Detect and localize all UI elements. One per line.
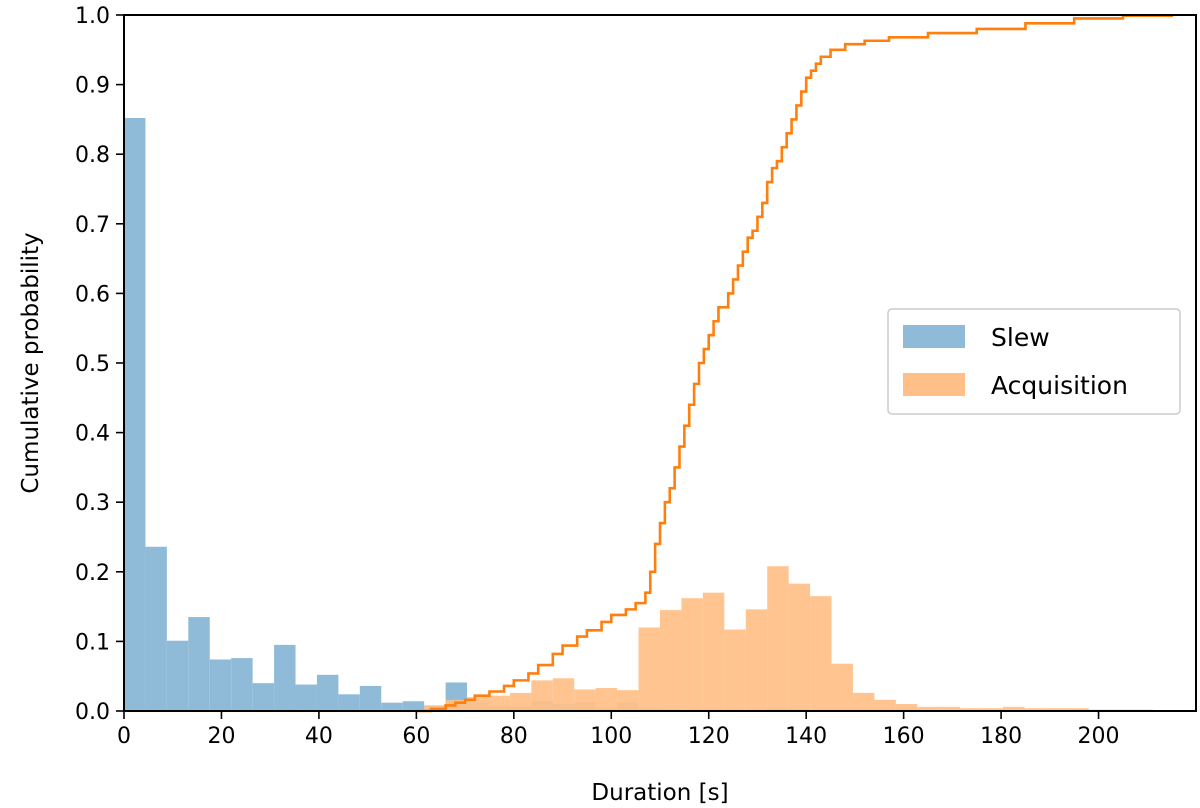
acquisition-bar [852,692,875,711]
acquisition-bar [788,583,811,711]
slew-bar [209,659,232,711]
y-tick-label: 0.7 [75,213,110,238]
slew-bar [274,644,296,711]
acquisition-bar [917,706,939,711]
acquisition-bar [938,706,961,711]
x-tick-label: 160 [883,724,925,749]
acquisition-bar [509,692,532,711]
acquisition-bar [552,678,575,711]
acquisition-bar [531,680,553,711]
slew-bar [338,694,360,711]
y-tick-label: 0.0 [75,700,110,725]
acquisition-bar [574,689,596,711]
x-tick-label: 40 [305,724,333,749]
x-tick-label: 200 [1078,724,1120,749]
y-tick-label: 0.9 [75,74,110,99]
x-tick-label: 80 [500,724,528,749]
x-tick-label: 20 [207,724,235,749]
acquisition-bar [981,708,1004,711]
legend-swatch-slew [903,325,965,348]
acquisition-bar [638,627,660,711]
acquisition-bar [1003,706,1025,711]
acquisition-bar [724,629,746,711]
histogram-bars [124,118,1154,712]
slew-bar [188,617,210,711]
x-axis-ticks: 0 20 40 60 80 100 120 140 160 180 200 [117,711,1120,749]
y-tick-label: 0.8 [75,143,110,168]
slew-bar [359,685,382,711]
acquisition-cdf-line [416,14,1173,713]
y-tick-label: 0.4 [75,422,110,447]
acquisition-bar [810,596,832,711]
acquisition-bar [874,699,896,711]
acquisition-bar [960,708,982,711]
x-tick-label: 60 [402,724,430,749]
acquisition-bar [767,566,789,711]
y-axis-label: Cumulative probability [18,232,44,493]
slew-bar [145,546,167,711]
x-tick-label: 140 [785,724,827,749]
legend-swatch-acquisition [903,373,965,396]
acquisition-bar [681,598,703,711]
acquisition-bar [831,663,853,711]
y-tick-label: 0.1 [75,630,110,655]
legend-label-acquisition: Acquisition [991,371,1128,400]
cdf-layer [416,14,1173,713]
x-axis-label: Duration [s] [591,780,728,806]
slew-bar [295,684,317,711]
acquisition-bar [702,592,725,711]
x-tick-label: 100 [590,724,632,749]
acquisition-bar [895,704,918,711]
slew-bar [124,118,146,712]
y-axis-ticks: 0.0 0.1 0.2 0.3 0.4 0.5 0.6 0.7 0.8 0.9 1.0 [75,4,124,725]
slew-bar [381,702,403,711]
slew-bar [166,640,189,711]
y-tick-label: 0.3 [75,491,110,516]
acquisition-bar [595,688,618,711]
x-tick-label: 180 [980,724,1022,749]
y-tick-label: 0.2 [75,561,110,586]
acquisition-bar [1024,708,1046,711]
legend: Slew Acquisition [887,308,1181,415]
legend-label-slew: Slew [991,323,1050,352]
slew-bar [252,683,275,711]
slew-bar [231,658,253,711]
acquisition-bar [1067,708,1089,711]
acquisition-bar [660,610,682,711]
x-tick-label: 0 [117,724,131,749]
y-tick-label: 1.0 [75,4,110,29]
y-tick-label: 0.5 [75,352,110,377]
slew-bar [316,674,339,711]
acquisition-bar [617,690,639,711]
y-tick-label: 0.6 [75,282,110,307]
x-tick-label: 120 [688,724,730,749]
acquisition-bar [488,695,510,711]
slew-bar [402,701,425,711]
acquisition-bar [745,609,768,711]
acquisition-bar [1045,708,1068,711]
